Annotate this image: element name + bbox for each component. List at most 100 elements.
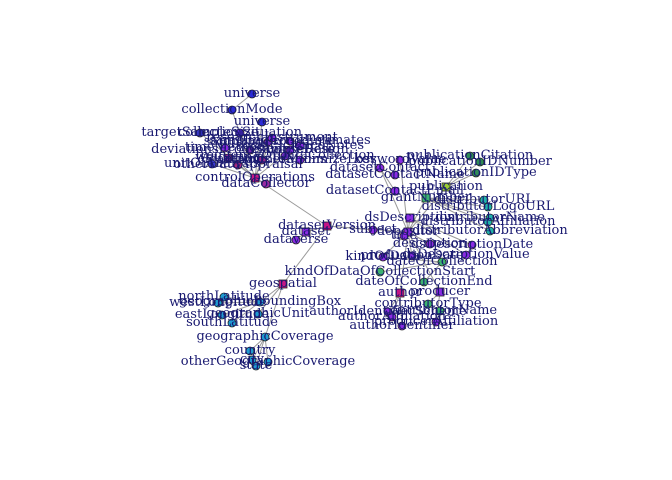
node-label-targetSampleSize: targetSampleSize <box>141 125 258 140</box>
graph-node-title <box>399 231 409 241</box>
graph-node-dataCollector <box>261 179 271 189</box>
node-label-producerAffiliation: producerAffiliation <box>374 314 499 329</box>
node-label-responseRate: responseRate <box>245 142 336 157</box>
graph-edge <box>379 167 409 233</box>
graph-node-socialScienceNotes <box>295 141 305 151</box>
node-label-distributorAffiliation: distributorAffiliation <box>421 214 557 229</box>
graph-edge <box>425 197 491 219</box>
graph-node-frequencyOfDataCollection <box>280 151 290 161</box>
graph-node-distributorURL <box>479 195 489 205</box>
node-label-universe_top: universe <box>224 86 281 101</box>
node-label-datasetContactEmail: datasetContactEmail <box>326 183 464 198</box>
node-label-dsDescriptionValue: dsDescriptionValue <box>402 247 530 262</box>
node-label-keywordValue: keywordValue <box>354 152 447 167</box>
node-label-socialScienceNotes: socialScienceNotes <box>236 138 364 153</box>
graph-node-responseRate <box>285 145 295 155</box>
node-label-westLongitude: westLongitude <box>169 295 267 310</box>
node-label-dataset: dataset <box>282 224 331 239</box>
graph-node-author <box>395 288 405 298</box>
graph-node-geographicCoverage <box>260 332 270 342</box>
graph-node-dsDescription <box>405 213 415 223</box>
node-label-geographicUnit: geographicUnit <box>207 306 311 321</box>
graph-edge <box>326 225 409 233</box>
graph-node-productionDate <box>407 251 417 261</box>
graph-node-distributorAffiliation <box>483 217 493 227</box>
node-label-dsDescription: dsDescription <box>364 210 456 225</box>
node-label-unitOfAnalysis: unitOfAnalysis <box>164 156 260 171</box>
graph-node-actionsToMinimizeLoss <box>295 155 305 165</box>
node-label-dsDescriptionDate: dsDescriptionDate <box>411 237 534 252</box>
graph-node-samplingErrorEstimates <box>285 136 295 146</box>
node-label-city: city <box>240 352 265 367</box>
graph-node-distributorLogoURL <box>483 202 493 212</box>
node-label-datasetContactName: datasetContactName <box>325 167 465 182</box>
node-label-samplingErrorEstimates: samplingErrorEstimates <box>209 133 370 148</box>
node-label-contributorName: contributorName <box>383 303 497 318</box>
graph-edge <box>282 225 328 285</box>
graph-edge <box>425 197 489 223</box>
graph-node-cleaningOperations <box>257 155 267 165</box>
graph-edge <box>425 197 491 232</box>
graph-edge <box>255 336 266 367</box>
graph-node-publicationIDNumber <box>475 157 485 167</box>
node-label-samplingProcedure: samplingProcedure <box>204 134 333 149</box>
node-label-grantNumber: grantNumber <box>381 190 472 205</box>
node-label-contributorType: contributorType <box>374 296 481 311</box>
graph-edge <box>409 217 467 256</box>
node-label-timeMethod: timeMethod <box>185 140 265 155</box>
node-label-universe_2: universe <box>234 114 291 129</box>
graph-edge <box>425 197 485 201</box>
graph-node-contributorType <box>423 299 433 309</box>
graph-node-description <box>425 239 435 249</box>
node-label-controlOperations: controlOperations <box>195 170 315 185</box>
graph-edge <box>379 261 443 273</box>
node-label-weighting: weighting <box>195 150 261 165</box>
graph-edge <box>435 291 441 323</box>
graph-node-southLatitude <box>227 318 237 328</box>
graph-edge <box>227 157 256 179</box>
graph-node-state <box>251 361 261 371</box>
graph-node-subject <box>368 225 378 235</box>
graph-node-contributorName <box>435 306 445 316</box>
graph-edge <box>399 231 409 294</box>
node-label-datasetVersion: datasetVersion <box>278 218 376 233</box>
graph-node-dsDescriptionDate <box>467 240 477 250</box>
node-label-dataCollector: dataCollector <box>221 176 311 191</box>
node-label-authorIdentifier: authorIdentifier <box>349 318 455 333</box>
graph-node-collectionMode <box>227 105 237 115</box>
node-label-producer: producer <box>410 284 471 299</box>
graph-edge <box>425 197 489 208</box>
node-label-title: title <box>391 228 418 243</box>
graph-node-universe_2 <box>257 117 267 127</box>
graph-node-geospatial <box>278 279 288 289</box>
graph-edge <box>399 292 403 327</box>
graph-node-deviationsFromSampleDesign <box>245 145 255 155</box>
graph-node-researchInstrument <box>267 133 277 143</box>
graph-node-weighting <box>223 153 233 163</box>
node-label-author: author <box>378 285 423 300</box>
graph-node-datasetVersion <box>322 221 332 231</box>
node-label-country: country <box>225 343 276 358</box>
node-label-collectionMode: collectionMode <box>181 102 282 117</box>
graph-node-targetSampleSize <box>195 128 205 138</box>
node-label-authorAffiliation: authorAffiliation <box>338 309 447 324</box>
node-label-state: state <box>240 358 273 373</box>
node-label-geographicBoundingBox: geographicBoundingBox <box>179 294 342 309</box>
node-label-description: description <box>393 236 468 251</box>
node-label-distributorName: distributorName <box>435 210 545 225</box>
graph-node-kindOfData <box>378 252 388 262</box>
graph-edge <box>445 161 481 188</box>
graph-edge <box>217 301 261 304</box>
graph-node-geographicUnit <box>253 309 263 319</box>
node-label-geographicCoverage: geographicCoverage <box>196 329 333 344</box>
graph-edge <box>221 301 261 316</box>
graph-node-eastLongitude <box>217 310 227 320</box>
graph-node-datasetContactEmail <box>390 186 400 196</box>
graph-node-dataverse <box>291 235 301 245</box>
graph-node-producerAffiliation <box>431 317 441 327</box>
graph-node-distributorAbbreviation <box>485 226 495 236</box>
graph-edge <box>231 301 261 324</box>
node-label-distributorURL: distributorURL <box>434 192 534 207</box>
graph-edge <box>264 283 284 338</box>
